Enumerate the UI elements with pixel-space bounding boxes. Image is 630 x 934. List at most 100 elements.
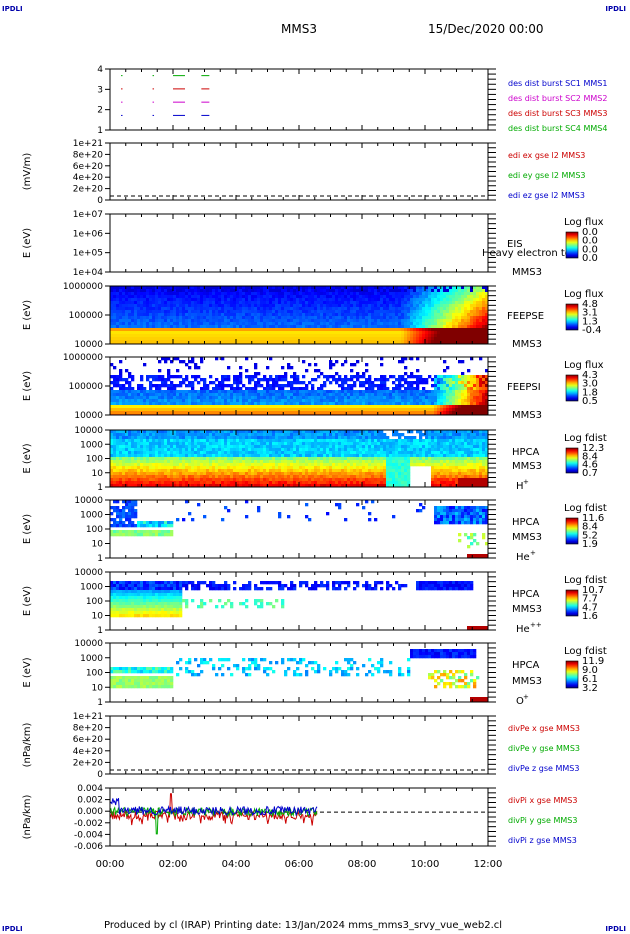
- colorbar-title: Log fdist: [564, 433, 607, 444]
- y-tick-label: 0.002: [77, 796, 103, 806]
- panel-frame-hpca-he: [109, 499, 489, 559]
- satellite-label: MMS3: [512, 604, 542, 615]
- y-axis-label: (nPa/km): [22, 795, 33, 840]
- instrument-label: HPCA: [512, 589, 540, 600]
- colorbar-tick-label: 4.3: [582, 370, 598, 381]
- y-ticks-feepse: 1000000 100000 10000: [63, 282, 110, 350]
- y-ticks-burst: 4 3 2 1: [97, 65, 110, 136]
- y-tick-label: 1e+05: [73, 249, 103, 259]
- y-tick-label: 100: [86, 669, 103, 679]
- satellite-title: MMS3: [281, 22, 317, 36]
- y-tick-label: 1000: [80, 583, 103, 593]
- spectrogram-hpca-hepp: [110, 581, 488, 630]
- y-tick-label: 1: [97, 554, 103, 564]
- instrument-label: EIS: [507, 239, 523, 250]
- x-tick-label: 06:00: [285, 859, 314, 870]
- y-tick-label: 100000: [69, 382, 104, 392]
- satellite-label: MMS3: [512, 267, 542, 278]
- instrument-label: FEEPSI: [507, 382, 541, 393]
- y-tick-label: 0.000: [77, 807, 103, 817]
- y-tick-label: 1e+07: [73, 210, 103, 220]
- y-tick-label: 1000000: [63, 353, 103, 363]
- x-tick-label: 02:00: [159, 859, 188, 870]
- species-label: He: [516, 552, 530, 563]
- y-tick-label: 100: [86, 525, 103, 535]
- y-tick-label: 100: [86, 455, 103, 465]
- y-tick-label: 8e+20: [73, 150, 104, 160]
- colorbar-tick-label: 1.8: [582, 387, 598, 398]
- y-tick-label: 10000: [74, 426, 103, 436]
- spectrogram-hpca-o: [110, 649, 488, 702]
- y-tick-label: 4: [97, 65, 103, 75]
- y-tick-label: 2: [97, 106, 103, 116]
- legend-entry: divPe y gse MMS3: [508, 744, 580, 753]
- species-charge: +: [530, 549, 536, 557]
- y-tick-label: 0: [97, 770, 103, 780]
- y-tick-label: 1e+04: [73, 268, 104, 278]
- legend-entry: divPe x gse MMS3: [508, 724, 580, 733]
- y-tick-label: 10: [92, 540, 104, 550]
- y-tick-label: 2e+20: [73, 185, 104, 195]
- y-axis-label: (mV/m): [22, 153, 33, 191]
- y-tick-label: 1: [97, 698, 103, 708]
- colorbar-tick-label: 9.0: [582, 665, 598, 676]
- y-tick-label: 1e+21: [73, 139, 103, 149]
- legend-entry: des dist burst SC3 MMS3: [508, 109, 607, 118]
- colorbar-tick-label: 1.9: [582, 539, 598, 550]
- y-axis-label: E (eV): [22, 228, 33, 258]
- y-tick-label: 1000: [80, 440, 103, 450]
- corner-label-top-left: IPDLI: [2, 5, 23, 13]
- y-tick-label: 1e+06: [73, 229, 104, 239]
- colorbar-tick-label: 6.1: [582, 674, 598, 685]
- y-tick-label: 1: [97, 126, 103, 136]
- y-tick-label: 1: [97, 626, 103, 636]
- legend-entry: edi ez gse l2 MMS3: [508, 191, 585, 200]
- y-ticks-hpca-hepp: 10000 1000 100 10 1: [74, 568, 110, 636]
- x-tick-label: 10:00: [411, 859, 440, 870]
- y-tick-label: 3: [97, 85, 103, 95]
- colorbar-tick-label: 0.0: [582, 244, 598, 255]
- legend-entry: des dist burst SC1 MMS1: [508, 79, 607, 88]
- series-line-2: [109, 797, 318, 817]
- legend-entry: des dist burst SC4 MMS4: [508, 124, 607, 133]
- y-tick-label: 6e+20: [73, 735, 104, 745]
- species-charge: +: [523, 693, 529, 701]
- colorbar-tick-label: 7.7: [582, 594, 598, 605]
- satellite-label: MMS3: [512, 410, 542, 421]
- colorbar-tick-label: 0.0: [582, 236, 598, 247]
- y-axis-label: E (eV): [22, 443, 33, 473]
- y-tick-label: 100000: [69, 311, 104, 321]
- colorbar-tick-label: 0.0: [582, 253, 598, 264]
- species-label: O: [516, 696, 524, 707]
- y-ticks-hpca-he: 10000 1000 100 10 1: [74, 496, 110, 564]
- legend-entry: edi ey gse l2 MMS3: [508, 171, 586, 180]
- y-tick-label: 4e+20: [73, 747, 104, 757]
- date-title: 15/Dec/2020 00:00: [428, 22, 544, 36]
- panel-frame-edi: [109, 142, 489, 201]
- x-tick-label: 00:00: [96, 859, 125, 870]
- colorbar-tick-label: 11.6: [582, 513, 604, 524]
- colorbar-tick-label: -0.4: [582, 325, 602, 336]
- y-tick-label: 10: [92, 683, 104, 693]
- colorbar-tick-label: 12.3: [582, 443, 604, 454]
- colorbar-title: Log fdist: [564, 646, 607, 657]
- y-ticks-hpca-h: 10000 1000 100 10 1: [74, 426, 110, 493]
- colorbar-tick-label: 3.2: [582, 683, 598, 694]
- colorbar-tick-label: 8.4: [582, 451, 598, 462]
- y-axis-label: E (eV): [22, 586, 33, 616]
- spectrogram-hpca-he: [110, 500, 488, 558]
- colorbar-tick-label: 4.6: [582, 460, 598, 471]
- instrument-label: HPCA: [512, 447, 540, 458]
- colorbar-title: Log flux: [564, 289, 604, 300]
- spectrogram-feepsi: [110, 357, 488, 415]
- legend-entry: divPi y gse MMS3: [508, 816, 577, 825]
- legend-entry: edi ex gse l2 MMS3: [508, 151, 585, 160]
- colorbar-tick-label: 4.7: [582, 602, 598, 613]
- y-ticks-eis: 1e+07 1e+06 1e+05 1e+04: [73, 210, 110, 278]
- species-label: He: [516, 624, 530, 635]
